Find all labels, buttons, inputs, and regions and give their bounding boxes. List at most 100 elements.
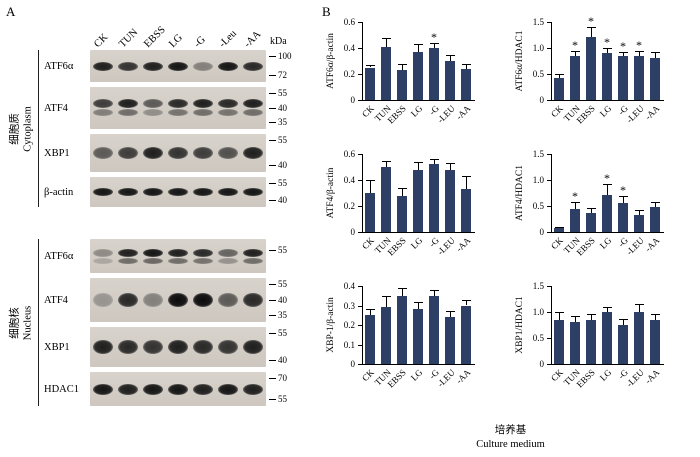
marker-column: 70 55: [266, 372, 302, 406]
error-bar-stem: [450, 311, 451, 318]
blot-band: [92, 257, 113, 264]
plot-area: [551, 286, 664, 365]
marker-tick: [269, 200, 276, 201]
blot-band: [218, 188, 239, 196]
blot-band: [167, 293, 188, 307]
error-bar: [398, 287, 407, 296]
marker-label: 55: [269, 280, 302, 289]
error-bar: [635, 50, 644, 56]
y-tick-label: 0: [539, 95, 545, 105]
significance-star: *: [431, 29, 437, 44]
bar--LEU: [445, 61, 455, 100]
y-axis-label: ATF6α/HDAC1: [515, 30, 525, 92]
error-bar: [619, 195, 628, 204]
marker-column: 55 40: [266, 327, 302, 367]
error-bar-stem: [591, 27, 592, 37]
marker-column: 55: [266, 239, 302, 273]
y-tick-mark: [547, 286, 551, 287]
lane-label: TUN: [116, 26, 140, 50]
error-bar: [635, 209, 644, 215]
y-tick-label: 0: [539, 227, 545, 237]
blot-row: ATF4 55 40 35: [44, 278, 302, 322]
marker-tick: [269, 315, 276, 316]
error-bar-stem: [559, 227, 560, 229]
bar-LG: [602, 312, 612, 364]
y-tick-mark: [358, 48, 362, 49]
error-bar-stem: [386, 37, 387, 47]
blot-band: [117, 99, 138, 109]
y-tick-mark: [547, 154, 551, 155]
plot-area: [362, 286, 475, 365]
bar-LG: [413, 309, 423, 364]
lane-label: CK: [91, 31, 110, 50]
marker-tick: [269, 93, 276, 94]
bar--AA: [650, 207, 660, 232]
blot-band: [218, 61, 239, 71]
blot-band: [167, 248, 188, 257]
marker-value: 70: [278, 373, 287, 383]
marker-value: 55: [278, 88, 287, 98]
y-tick-label: 0.4: [343, 175, 355, 185]
bar-CK: [554, 78, 564, 100]
x-tick-label: LG: [597, 367, 614, 383]
bar--LEU: [445, 317, 455, 364]
blot-band: [92, 340, 113, 354]
error-bar-stem: [466, 63, 467, 69]
protein-label: HDAC1: [44, 383, 80, 395]
y-tick-mark: [547, 232, 551, 233]
marker-label: 40: [269, 294, 302, 305]
chart-atf4-bactin: ATF4/β-actin 0 0.2 0.4 0.6 CK TUN EBSS LG -G -LEU -…: [322, 144, 511, 276]
y-tick-label: 1.0: [532, 43, 544, 53]
y-tick-mark: [358, 180, 362, 181]
blot-band: [117, 248, 138, 257]
marker-tick: [269, 360, 276, 361]
bar-CK: [365, 67, 375, 100]
blot-band: [218, 109, 239, 117]
y-tick-label: 0.4: [343, 43, 355, 53]
blot-band: [167, 147, 188, 159]
marker-label: 55: [269, 246, 302, 255]
marker-value: 40: [278, 294, 287, 305]
y-tick-label: 0.2: [343, 69, 355, 79]
y-axis-label: ATF6α/β-actin: [326, 33, 336, 89]
panel-b-label: B: [322, 4, 331, 19]
y-tick-label: 0.2: [343, 201, 355, 211]
marker-column: 55 40: [266, 177, 302, 207]
y-tick-mark: [358, 286, 362, 287]
y-tick-label: 0: [539, 359, 545, 369]
x-tick-label: -AA: [642, 367, 662, 386]
blot-groups: 细胞质 Cytoplasm ATF6α 100 72 ATF4 55 40 35 XBP1 55 40…: [4, 50, 320, 406]
kda-label: kDa: [270, 36, 287, 47]
error-bar-stem: [607, 184, 608, 195]
y-tick-label: 1.0: [532, 175, 544, 185]
y-tick-label: 0.6: [343, 149, 355, 159]
bar-CK: [365, 315, 375, 364]
error-bar: [366, 64, 375, 68]
x-tick-label: LG: [597, 103, 614, 119]
error-bar: [555, 312, 564, 320]
x-tick-label: LG: [597, 235, 614, 251]
plot-area: [551, 154, 664, 233]
marker-value: 100: [278, 51, 292, 61]
marker-label: 40: [269, 102, 302, 113]
bar--G: [618, 55, 628, 100]
lane-label: -Leu: [217, 28, 240, 50]
blot-band: [142, 293, 163, 307]
error-bar: [446, 311, 455, 318]
error-bar: [587, 208, 596, 214]
marker-value: 40: [278, 102, 287, 113]
y-tick-label: 1.5: [532, 17, 544, 27]
blot-band: [117, 340, 138, 354]
bar-EBSS: [397, 195, 407, 232]
marker-tick: [269, 399, 276, 400]
y-tick-label: 1.5: [532, 281, 544, 291]
y-tick-label: 0.5: [532, 333, 544, 343]
error-bar-stem: [434, 42, 435, 48]
blot-band: [142, 109, 163, 117]
error-bar: [651, 52, 660, 59]
error-bar: [619, 51, 628, 56]
marker-tick: [269, 183, 276, 184]
error-bar-stem: [559, 74, 560, 79]
marker-value: 40: [278, 355, 287, 365]
bar-EBSS: [586, 213, 596, 232]
